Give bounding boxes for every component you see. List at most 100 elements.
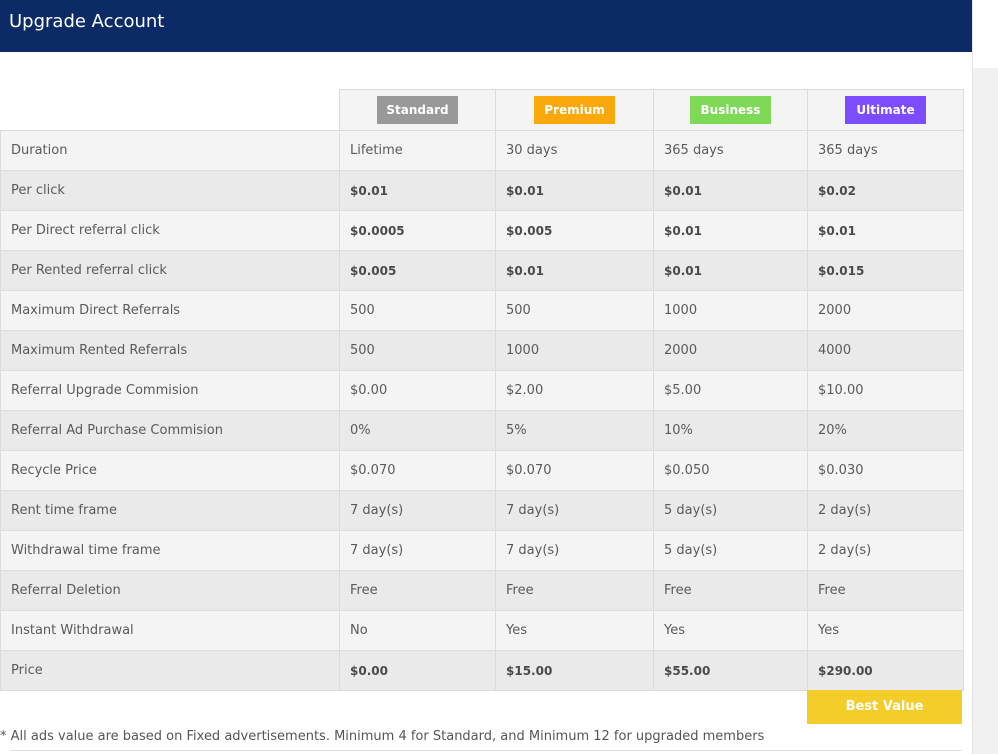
cell-premium: 500 — [495, 290, 654, 331]
cell-standard: No — [339, 610, 496, 651]
row-label: Referral Upgrade Commision — [0, 370, 340, 411]
cell-standard: $0.0005 — [339, 210, 496, 251]
cell-premium: $0.01 — [495, 250, 654, 291]
row-label: Maximum Rented Referrals — [0, 330, 340, 371]
best-value-badge: Best Value — [807, 690, 962, 724]
cell-premium: 7 day(s) — [495, 530, 654, 571]
divider — [10, 750, 962, 751]
plan-header-premium: Premium — [495, 89, 654, 131]
cell-standard: 7 day(s) — [339, 490, 496, 531]
cell-premium: 7 day(s) — [495, 490, 654, 531]
cell-business: 365 days — [653, 130, 808, 171]
cell-business: 10% — [653, 410, 808, 451]
cell-premium: 5% — [495, 410, 654, 451]
plan-badge-premium[interactable]: Premium — [534, 96, 615, 124]
cell-ultimate: Yes — [807, 610, 964, 651]
cell-business: 2000 — [653, 330, 808, 371]
plan-header-ultimate: Ultimate — [807, 89, 964, 131]
table-header-row: Standard Premium Business Ultimate — [0, 89, 964, 131]
cell-premium: 30 days — [495, 130, 654, 171]
table-row-rented-referral-click: Per Rented referral click $0.005 $0.01 $… — [0, 250, 964, 291]
page-title: Upgrade Account — [9, 11, 165, 32]
plan-header-business: Business — [653, 89, 808, 131]
cell-premium: 1000 — [495, 330, 654, 371]
header-corner — [0, 89, 340, 131]
cell-business: $0.01 — [653, 250, 808, 291]
table-row-price: Price $0.00 $15.00 $55.00 $290.00 — [0, 650, 964, 691]
row-label: Maximum Direct Referrals — [0, 290, 340, 331]
cell-standard: Free — [339, 570, 496, 611]
cell-ultimate: 4000 — [807, 330, 964, 371]
cell-standard: 500 — [339, 330, 496, 371]
plan-badge-business[interactable]: Business — [690, 96, 771, 124]
cell-business: $0.01 — [653, 210, 808, 251]
cell-ultimate: $0.030 — [807, 450, 964, 491]
cell-ultimate: $0.01 — [807, 210, 964, 251]
cell-premium: $15.00 — [495, 650, 654, 691]
cell-ultimate: $0.02 — [807, 170, 964, 211]
cell-premium: $0.070 — [495, 450, 654, 491]
row-label: Per click — [0, 170, 340, 211]
cell-business: Yes — [653, 610, 808, 651]
cell-standard: $0.005 — [339, 250, 496, 291]
cell-business: 5 day(s) — [653, 490, 808, 531]
cell-standard: 500 — [339, 290, 496, 331]
row-label: Referral Ad Purchase Commision — [0, 410, 340, 451]
cell-business: 5 day(s) — [653, 530, 808, 571]
cell-ultimate: $0.015 — [807, 250, 964, 291]
cell-ultimate: $290.00 — [807, 650, 964, 691]
row-label: Per Rented referral click — [0, 250, 340, 291]
page-header: Upgrade Account — [0, 0, 972, 52]
cell-standard: 7 day(s) — [339, 530, 496, 571]
cell-standard: Lifetime — [339, 130, 496, 171]
cell-premium: $0.01 — [495, 170, 654, 211]
cell-business: $55.00 — [653, 650, 808, 691]
cell-business: $5.00 — [653, 370, 808, 411]
table-row-withdrawal-time-frame: Withdrawal time frame 7 day(s) 7 day(s) … — [0, 530, 964, 571]
footnote-text: * All ads value are based on Fixed adver… — [0, 729, 765, 744]
plan-header-standard: Standard — [339, 89, 496, 131]
cell-business: $0.050 — [653, 450, 808, 491]
table-row-direct-referral-click: Per Direct referral click $0.0005 $0.005… — [0, 210, 964, 251]
cell-business: $0.01 — [653, 170, 808, 211]
table-row-max-direct-referrals: Maximum Direct Referrals 500 500 1000 20… — [0, 290, 964, 331]
plan-badge-ultimate[interactable]: Ultimate — [845, 96, 926, 124]
row-label: Instant Withdrawal — [0, 610, 340, 651]
cell-ultimate: Free — [807, 570, 964, 611]
table-row-duration: Duration Lifetime 30 days 365 days 365 d… — [0, 130, 964, 171]
cell-ultimate: 20% — [807, 410, 964, 451]
table-row-referral-deletion: Referral Deletion Free Free Free Free — [0, 570, 964, 611]
cell-premium: Free — [495, 570, 654, 611]
cell-premium: $0.005 — [495, 210, 654, 251]
row-label: Duration — [0, 130, 340, 171]
scrollbar-track[interactable] — [972, 0, 998, 754]
cell-standard: $0.00 — [339, 650, 496, 691]
cell-standard: $0.01 — [339, 170, 496, 211]
row-label: Per Direct referral click — [0, 210, 340, 251]
row-label: Withdrawal time frame — [0, 530, 340, 571]
plan-comparison-table: Standard Premium Business Ultimate Durat… — [0, 89, 964, 691]
plan-badge-standard[interactable]: Standard — [377, 96, 458, 124]
table-row-recycle-price: Recycle Price $0.070 $0.070 $0.050 $0.03… — [0, 450, 964, 491]
cell-standard: $0.00 — [339, 370, 496, 411]
cell-business: Free — [653, 570, 808, 611]
cell-standard: $0.070 — [339, 450, 496, 491]
table-row-max-rented-referrals: Maximum Rented Referrals 500 1000 2000 4… — [0, 330, 964, 371]
cell-ultimate: 2000 — [807, 290, 964, 331]
cell-ultimate: 2 day(s) — [807, 530, 964, 571]
cell-business: 1000 — [653, 290, 808, 331]
row-label: Rent time frame — [0, 490, 340, 531]
table-row-per-click: Per click $0.01 $0.01 $0.01 $0.02 — [0, 170, 964, 211]
table-row-instant-withdrawal: Instant Withdrawal No Yes Yes Yes — [0, 610, 964, 651]
cell-ultimate: 365 days — [807, 130, 964, 171]
cell-premium: Yes — [495, 610, 654, 651]
table-row-rent-time-frame: Rent time frame 7 day(s) 7 day(s) 5 day(… — [0, 490, 964, 531]
cell-standard: 0% — [339, 410, 496, 451]
cell-ultimate: $10.00 — [807, 370, 964, 411]
cell-ultimate: 2 day(s) — [807, 490, 964, 531]
table-row-referral-ad-purchase-commision: Referral Ad Purchase Commision 0% 5% 10%… — [0, 410, 964, 451]
table-row-referral-upgrade-commision: Referral Upgrade Commision $0.00 $2.00 $… — [0, 370, 964, 411]
cell-premium: $2.00 — [495, 370, 654, 411]
row-label: Recycle Price — [0, 450, 340, 491]
row-label: Referral Deletion — [0, 570, 340, 611]
